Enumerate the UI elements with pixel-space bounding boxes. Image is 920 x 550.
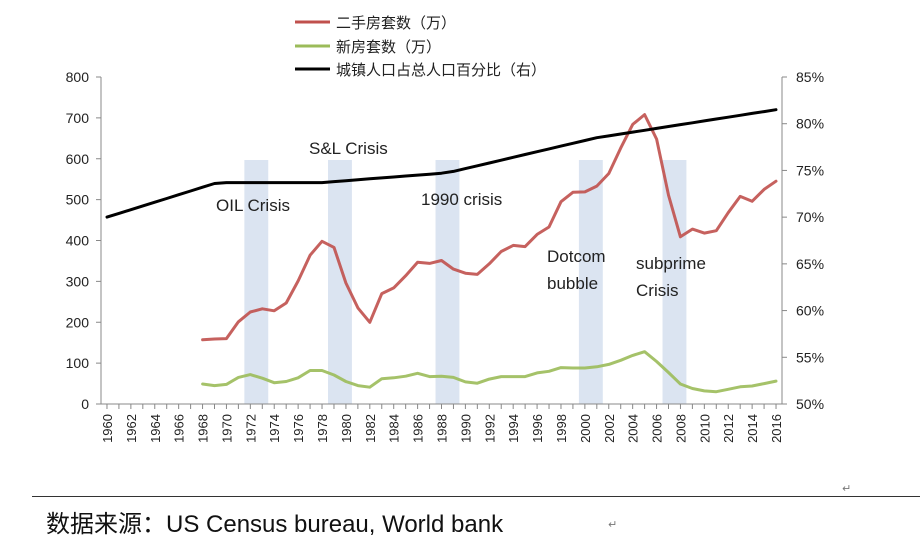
x-tick-label: 2004 [626,414,641,443]
x-tick-label: 1972 [243,414,258,443]
legend-entry: 城镇人口占总人口百分比（右） [336,61,546,79]
legend: 二手房套数（万） 新房套数（万） 城镇人口占总人口百分比（右） [295,14,546,79]
left-tick-label: 800 [66,69,90,85]
x-tick-label: 1988 [435,414,450,443]
series-line [105,108,778,219]
left-tick-label: 400 [66,233,90,249]
source-label: 数据来源： [46,510,166,538]
left-tick-label: 700 [66,110,90,126]
source-text: US Census bureau, World bank [166,511,504,538]
series-line [201,113,778,342]
x-tick-label: 2000 [578,414,593,443]
x-tick-label: 2008 [673,414,688,443]
series-line [201,350,778,394]
x-tick-label: 1974 [267,414,282,443]
left-tick-label: 100 [66,355,90,371]
x-tick-label: 1978 [315,414,330,443]
legend-entry: 二手房套数（万） [336,14,456,32]
x-tick-label: 1960 [100,414,115,443]
x-tick-label: 1986 [411,414,426,443]
x-tick-label: 1976 [291,414,306,443]
crisis-label: subprime [636,254,706,273]
crisis-band [435,160,460,404]
right-tick-label: 60% [796,303,824,319]
x-tick-label: 1984 [387,414,402,443]
data-source: 数据来源：US Census bureau, World bank [46,504,503,539]
crisis-label: Crisis [636,281,679,300]
legend-entry: 新房套数（万） [336,38,441,56]
x-tick-label: 1980 [339,414,354,443]
left-tick-label: 500 [66,192,90,208]
crisis-band [244,160,269,404]
left-tick-label: 300 [66,273,90,289]
x-tick-label: 2016 [769,414,784,443]
series-lines [105,108,778,394]
crisis-band [328,160,352,404]
return-mark-icon: ↵ [608,518,618,531]
x-tick-label: 1970 [219,414,234,443]
crisis-label: 1990 crisis [421,190,502,209]
right-tick-label: 50% [796,396,824,412]
x-tick-label: 2002 [602,414,617,443]
x-tick-label: 1982 [363,414,378,443]
crisis-labels: OIL Crisis S&L Crisis 1990 crisis Dotcom bub… [216,139,706,300]
x-tick-label: 1992 [482,414,497,443]
housing-urbanization-chart: 0 100 200 300 400 500 600 700 800 50% 55% 60% 65% 70%… [66,14,824,443]
x-tick-label: 2010 [697,414,712,443]
left-tick-label: 200 [66,314,90,330]
x-tick-label: 1998 [554,414,569,443]
right-tick-label: 55% [796,349,824,365]
right-tick-label: 80% [796,116,824,132]
right-tick-label: 70% [796,209,824,225]
right-tick-label: 65% [796,256,824,272]
crisis-label: Dotcom [547,247,606,266]
x-tick-label: 1962 [124,414,139,443]
crisis-band [662,160,687,404]
x-tick-label: 1968 [196,414,211,443]
x-tick-label: 1964 [148,414,163,443]
source-divider [32,496,920,497]
crisis-band [578,160,603,404]
x-tick-label: 2012 [721,414,736,443]
axes: 0 100 200 300 400 500 600 700 800 50% 55% 60% 65% 70%… [66,69,824,443]
left-tick-label: 600 [66,151,90,167]
right-tick-label: 85% [796,69,824,85]
right-tick-label: 75% [796,162,824,178]
x-tick-label: 1994 [506,414,521,443]
return-mark-icon: ↵ [842,482,852,495]
x-tick-label: 2006 [650,414,665,443]
x-tick-label: 1996 [530,414,545,443]
crisis-label: bubble [547,274,598,293]
crisis-label: S&L Crisis [309,139,388,158]
left-tick-label: 0 [81,396,89,412]
crisis-label: OIL Crisis [216,196,290,215]
x-tick-label: 2014 [745,414,760,443]
crisis-bands [244,160,687,404]
x-tick-label: 1990 [458,414,473,443]
x-tick-label: 1966 [172,414,187,443]
